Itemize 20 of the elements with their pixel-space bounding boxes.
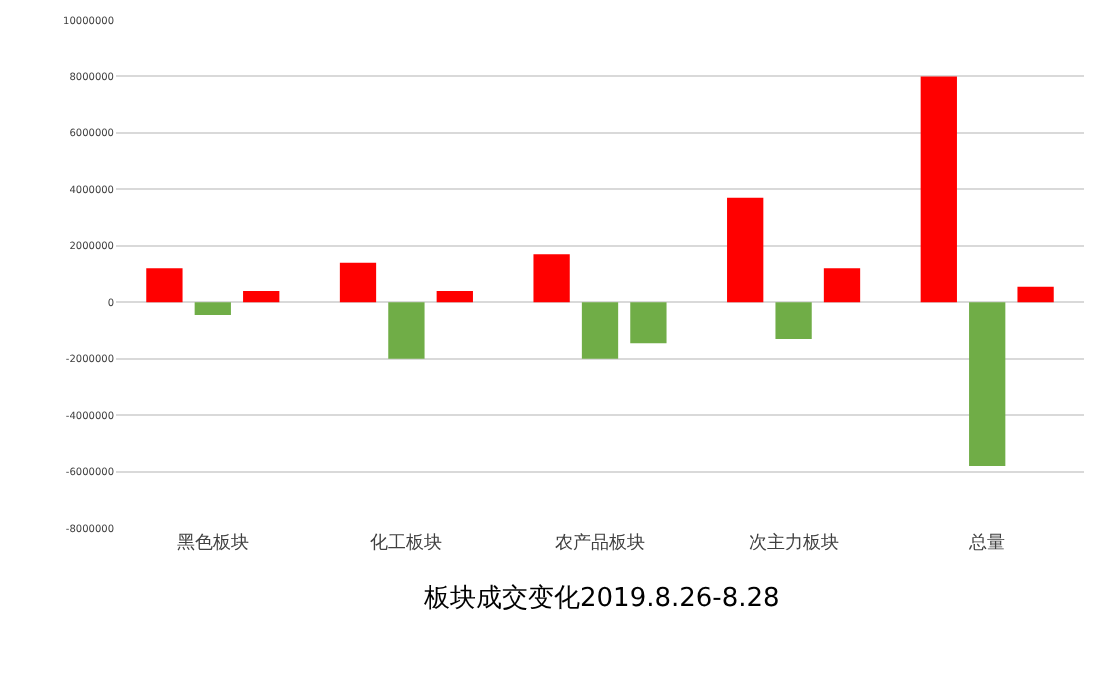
bar <box>339 262 377 303</box>
bar <box>920 76 957 303</box>
text: 板块成交变化2019.8.26-8.28 <box>422 582 780 614</box>
x-tick-label: 化工板块 <box>370 532 443 554</box>
bar <box>775 302 812 339</box>
bar <box>969 302 1006 466</box>
x-tick-label: 总量 <box>967 532 1006 554</box>
x-tick-label: 农产品板块 <box>555 532 645 554</box>
bar <box>194 302 231 315</box>
bar <box>533 254 570 303</box>
bar <box>823 268 861 303</box>
bar <box>436 290 473 303</box>
bar <box>388 302 425 359</box>
x-tick-label: 次主力板块 <box>748 532 839 554</box>
bar <box>727 197 764 303</box>
bar <box>581 302 619 359</box>
bar <box>243 290 280 303</box>
x-tick-label: 黑色板块 <box>176 532 249 554</box>
bar <box>146 268 183 303</box>
bar <box>1017 286 1054 303</box>
